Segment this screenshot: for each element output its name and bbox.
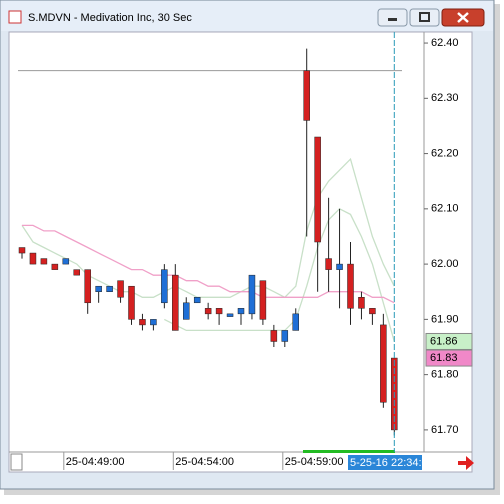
candle-body (117, 280, 124, 298)
candle-body (270, 330, 278, 342)
price-marker-label: 61.86 (430, 335, 458, 347)
candle-body (84, 269, 91, 304)
candle-body (161, 269, 168, 304)
candle-body (347, 263, 354, 309)
candle-body (128, 285, 135, 320)
candle-body (380, 324, 387, 403)
candle-body (183, 302, 190, 320)
cursor-label-box (348, 455, 422, 470)
x-tick-label: 25-04:49:00 (66, 456, 125, 468)
candle-body (336, 263, 343, 270)
maximize-icon (419, 12, 430, 22)
y-tick-label: 61.70 (431, 424, 459, 436)
close-icon (457, 12, 469, 23)
y-tick-label: 61.90 (431, 313, 459, 325)
candle-body (303, 70, 310, 121)
window-title: S.MDVN - Medivation Inc, 30 Sec (28, 12, 192, 24)
price-marker-box (425, 349, 473, 367)
candle-body (51, 263, 59, 270)
candle-body (226, 313, 234, 317)
y-tick-label: 62.30 (431, 92, 459, 104)
candle-body (150, 319, 157, 326)
indicator-line (164, 208, 395, 342)
candle-body (204, 308, 212, 315)
price-marker-label: 61.83 (430, 352, 458, 364)
candle-body (259, 280, 267, 320)
candle-body (358, 297, 365, 309)
scroll-box[interactable] (10, 453, 23, 471)
y-tick-label: 62.10 (431, 203, 459, 215)
candle-body (139, 319, 146, 326)
x-tick-label: 25-04:59:00 (285, 456, 344, 468)
candle-body (29, 252, 37, 265)
candle-body (18, 247, 26, 254)
minimize-button[interactable] (377, 8, 408, 27)
candle-body (369, 308, 376, 315)
x-tick-label: 25-04:54:00 (175, 456, 234, 468)
candle-body (215, 308, 223, 315)
candle-body (73, 269, 80, 276)
y-tick-label: 62.20 (431, 147, 459, 159)
chart-area (8, 31, 473, 473)
candle-body (95, 285, 102, 292)
price-marker-box (425, 332, 473, 350)
candle-body (62, 258, 70, 265)
indicator-line (21, 157, 395, 299)
minimize-icon (388, 18, 397, 21)
indicator-line (22, 224, 395, 304)
y-tick-label: 62.00 (431, 258, 459, 270)
maximize-button[interactable] (409, 8, 440, 27)
candle-body (314, 136, 321, 243)
candle-body (281, 330, 289, 342)
scroll-arrow[interactable] (458, 456, 474, 470)
cursor-label: 5-25-16 22:34:00 (350, 457, 434, 469)
candle-body (325, 258, 332, 270)
app-icon (8, 10, 22, 24)
candle-body (172, 274, 179, 331)
y-tick-label: 62.40 (431, 37, 459, 49)
candle-body (292, 313, 299, 331)
candle-body (40, 258, 48, 265)
candle-body (237, 308, 245, 315)
range-indicator (303, 450, 395, 453)
candle-body (248, 274, 256, 315)
y-tick-label: 61.80 (431, 369, 459, 381)
candle-body (193, 297, 201, 304)
candle-body (106, 285, 113, 292)
